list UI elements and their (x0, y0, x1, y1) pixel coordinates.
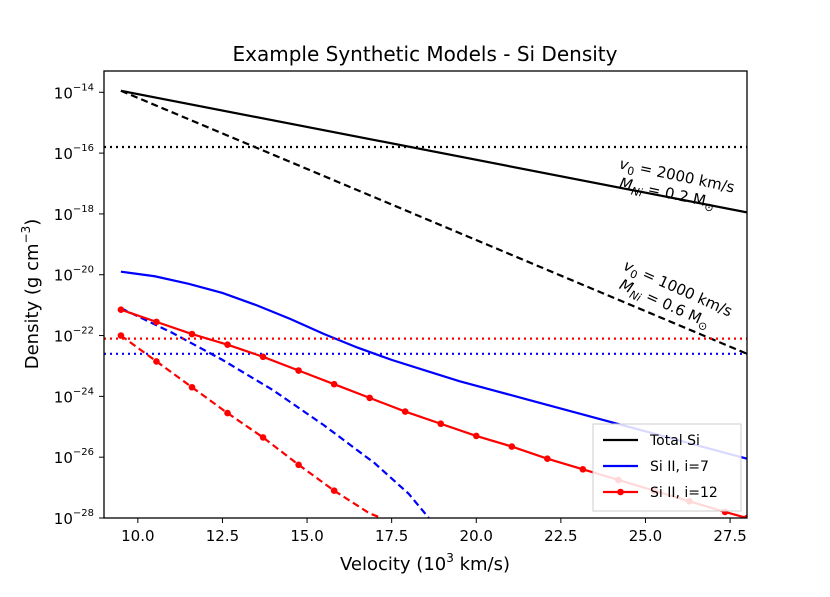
y-tick-label: 10−14 (54, 82, 94, 102)
chart-title: Example Synthetic Models - Si Density (233, 42, 618, 66)
legend-label-1: Si II, i=7 (650, 459, 709, 475)
series-marker-6-9 (437, 420, 445, 428)
series-marker-7-5 (295, 461, 302, 469)
legend-label-2: Si II, i=12 (650, 485, 718, 501)
legend-marker-2 (617, 488, 624, 496)
series-marker-6-8 (401, 408, 409, 415)
series-line-4 (120, 307, 430, 518)
y-tick-label: 10−18 (54, 204, 94, 224)
series-marker-7-1 (153, 358, 160, 365)
y-tick-label: 10−24 (54, 386, 94, 406)
y-tick-label: 10−26 (54, 447, 94, 467)
series-marker-6-0 (117, 306, 125, 314)
series-marker-6-4 (259, 353, 267, 361)
y-tick-label: 10−16 (54, 143, 94, 163)
x-tick-label: 15.0 (290, 527, 323, 545)
series-marker-6-12 (544, 455, 551, 463)
series-marker-7-2 (188, 383, 196, 391)
series-marker-6-5 (295, 367, 302, 374)
x-axis-label-superscript: 3 (446, 551, 454, 565)
series-marker-6-13 (579, 466, 587, 473)
series-marker-6-18 (743, 514, 747, 518)
legend-box (592, 423, 742, 512)
y-tick-label: 10−22 (54, 326, 94, 346)
y-axis-label: Density (g cm−3) (19, 219, 43, 370)
series-layer (104, 89, 747, 518)
x-tick-label: 10.0 (121, 527, 154, 545)
plot-frame (103, 70, 748, 519)
x-tick-label: 12.5 (206, 527, 239, 545)
series-line-1 (120, 89, 747, 355)
series-marker-7-6 (330, 487, 338, 494)
series-line-7 (120, 334, 382, 518)
series-marker-6-2 (188, 330, 196, 338)
series-marker-6-11 (508, 443, 516, 450)
y-axis-label-superscript: −3 (19, 226, 33, 244)
series-marker-6-6 (330, 380, 338, 388)
series-marker-6-1 (153, 318, 160, 326)
legend-label-0: Total Si (649, 433, 700, 449)
series-marker-6-7 (366, 394, 373, 402)
legend: Total Si Si II, i=7 Si II, i=12 (592, 423, 742, 512)
series-marker-7-4 (259, 434, 267, 441)
x-tick-label: 22.5 (544, 527, 577, 545)
series-marker-6-10 (472, 432, 480, 440)
x-axis: 10.0 12.5 15.0 17.5 20.0 22.5 25.0 27.5 (121, 518, 747, 545)
series-marker-6-3 (224, 341, 231, 348)
x-tick-label: 20.0 (460, 527, 493, 545)
y-tick-label: 10−20 (54, 265, 94, 285)
y-tick-label: 10−28 (54, 508, 94, 528)
series-marker-7-3 (224, 409, 231, 417)
x-tick-label: 25.0 (629, 527, 662, 545)
x-tick-label: 17.5 (375, 527, 408, 545)
y-axis: 10−14 10−16 10−18 10−20 10−22 10−24 10−26 10−28 (54, 82, 104, 528)
series-line-0 (120, 89, 747, 214)
x-tick-label: 27.5 (713, 527, 746, 545)
x-axis-label: Velocity (103 km/s) (340, 551, 510, 575)
series-marker-7-0 (117, 332, 125, 339)
